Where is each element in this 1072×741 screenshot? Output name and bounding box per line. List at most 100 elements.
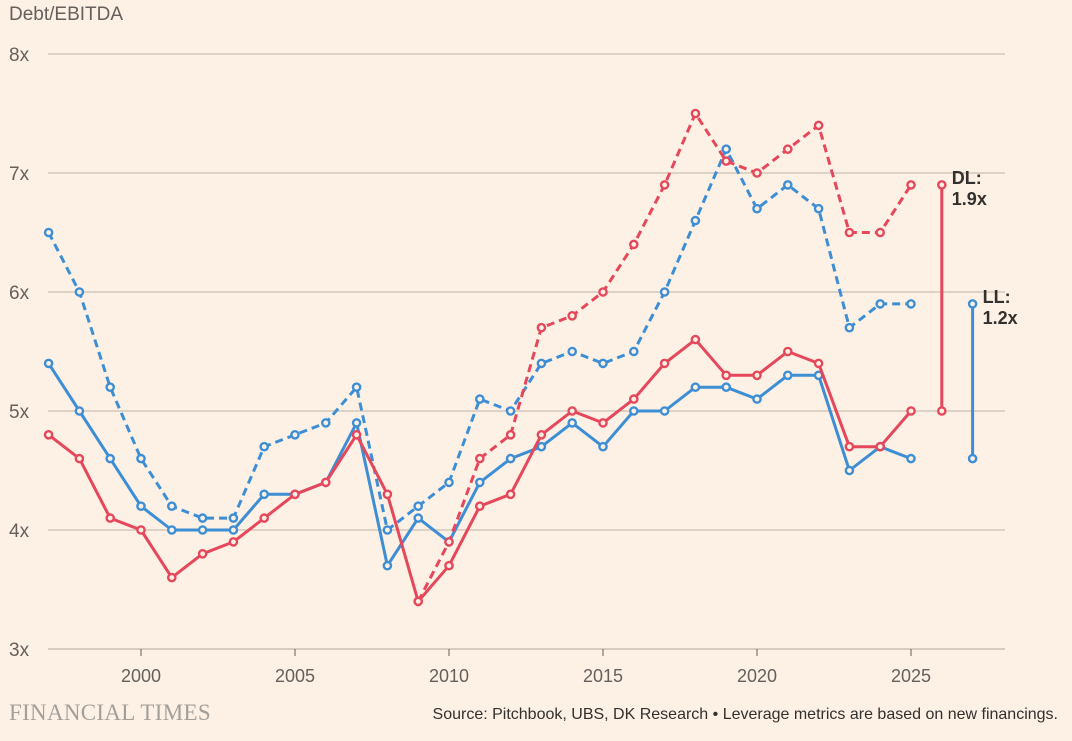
data-point [259, 513, 270, 523]
x-tick-label: 2020 [737, 666, 777, 686]
data-point [74, 287, 85, 297]
y-tick-label: 6x [9, 283, 30, 304]
data-point [875, 227, 886, 238]
data-point [290, 429, 300, 440]
data-point [690, 382, 701, 393]
data-point [166, 572, 177, 583]
data-point [166, 501, 177, 512]
annotation-label: LL: [983, 287, 1011, 307]
data-point [752, 370, 762, 381]
data-point [629, 394, 639, 404]
annotation-label: DL: [952, 168, 982, 188]
data-point [844, 227, 855, 238]
y-axis-label: Debt/EBITDA [9, 4, 124, 25]
data-point [166, 525, 177, 535]
data-point [567, 418, 578, 428]
data-point [197, 549, 208, 559]
data-point [536, 429, 547, 440]
data-point [197, 513, 208, 523]
data-point [752, 203, 762, 214]
data-point [598, 287, 608, 297]
data-point [752, 168, 762, 178]
data-point [567, 310, 578, 321]
data-point [351, 382, 362, 393]
series-2 [43, 358, 916, 571]
data-point [505, 429, 516, 440]
data-point [629, 406, 639, 416]
range-endpoint [937, 180, 947, 190]
data-point [290, 489, 300, 500]
data-point [598, 418, 608, 428]
data-point [690, 334, 701, 345]
series-line [47, 362, 912, 568]
annotation-value: 1.2x [983, 308, 1018, 328]
data-point [783, 346, 793, 357]
y-tick-label: 3x [9, 640, 30, 661]
source-note: Source: Pitchbook, UBS, DK Research • Le… [432, 706, 1058, 723]
data-point [351, 418, 362, 428]
data-point [136, 453, 146, 464]
data-point [721, 382, 732, 393]
data-point [567, 346, 578, 357]
y-tick-label: 7x [9, 164, 30, 185]
data-point [690, 215, 701, 226]
data-point [474, 453, 485, 464]
data-point [413, 596, 424, 607]
data-point [351, 429, 362, 440]
series-1 [43, 144, 916, 535]
data-point [598, 441, 608, 452]
data-point [906, 299, 916, 309]
data-point [74, 453, 85, 464]
range-annotation-dl: DL:1.9x [937, 168, 987, 416]
data-point [536, 441, 547, 452]
data-point [474, 501, 485, 512]
data-point [783, 144, 793, 154]
range-endpoint [967, 299, 978, 309]
data-point [813, 358, 824, 369]
data-point [629, 239, 639, 250]
data-point [844, 465, 855, 476]
data-point [444, 560, 454, 571]
data-point [228, 525, 239, 535]
data-point [105, 453, 115, 464]
data-point [783, 370, 793, 381]
x-tick-label: 2000 [121, 666, 161, 686]
data-point [752, 394, 762, 404]
data-point [813, 120, 824, 131]
data-point [875, 299, 886, 309]
x-tick-label: 2005 [275, 666, 315, 686]
data-point [228, 513, 239, 523]
data-point [197, 525, 208, 535]
data-point [474, 394, 485, 404]
data-point [536, 322, 547, 333]
data-point [721, 156, 732, 166]
x-tick-label: 2015 [583, 666, 623, 686]
data-point [906, 180, 916, 190]
data-point [320, 418, 331, 428]
data-point [259, 441, 270, 452]
data-point [906, 453, 916, 464]
y-tick-label: 4x [9, 521, 30, 542]
data-point [43, 429, 54, 440]
data-point [906, 406, 916, 416]
series-line [47, 147, 911, 532]
range-annotation-ll: LL:1.2x [967, 287, 1018, 464]
data-point [413, 501, 424, 512]
data-point [74, 406, 85, 416]
data-point [136, 501, 146, 512]
data-point [783, 180, 793, 190]
data-point [505, 406, 516, 416]
data-point [690, 108, 701, 119]
data-point [43, 358, 54, 369]
data-point [474, 477, 485, 488]
data-point [43, 227, 54, 238]
data-point [413, 513, 424, 523]
data-point [629, 346, 639, 357]
data-point [813, 203, 824, 214]
data-point [320, 477, 331, 488]
data-point [444, 477, 454, 488]
y-tick-label: 8x [9, 45, 30, 66]
data-point [536, 358, 547, 369]
data-point [505, 489, 516, 500]
